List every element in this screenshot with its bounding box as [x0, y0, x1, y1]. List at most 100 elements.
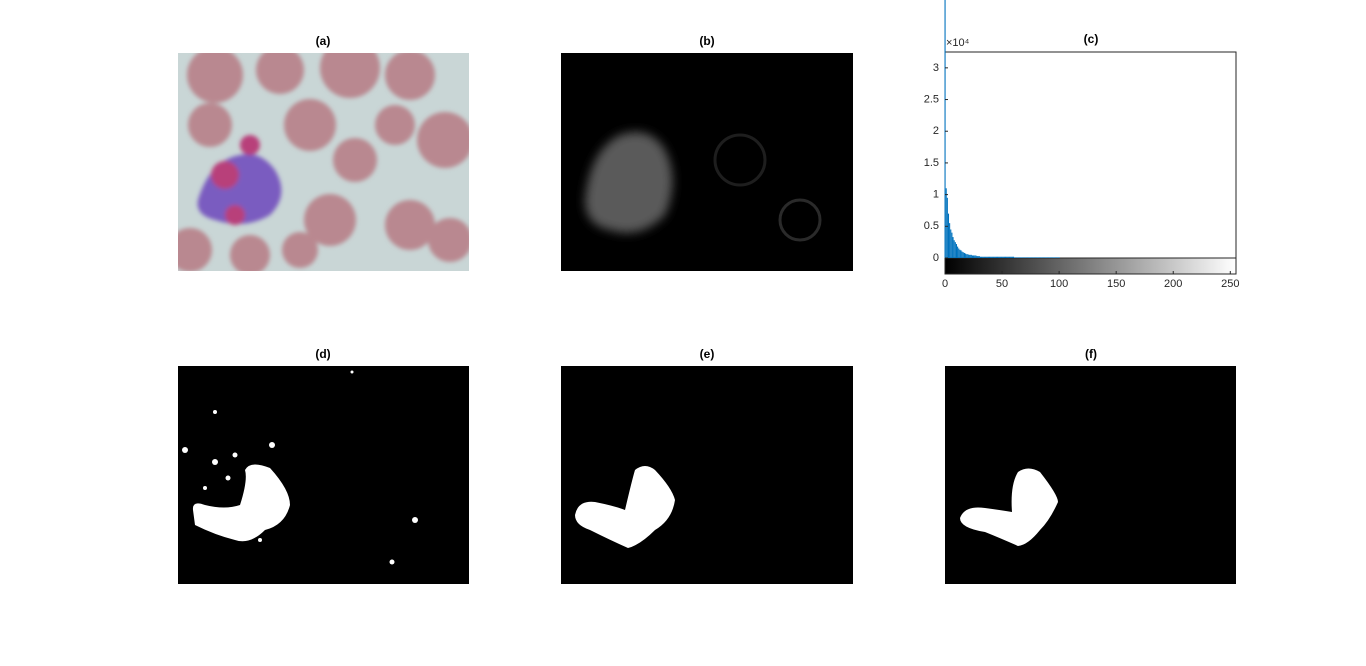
y-tick-label: 1.5: [924, 157, 939, 169]
bar: [981, 256, 983, 258]
bar: [998, 256, 1000, 258]
image-f: [945, 366, 1236, 584]
bar: [951, 232, 953, 258]
bar: [1054, 257, 1056, 258]
bar: [945, 188, 947, 258]
panel-title: (f): [1085, 347, 1097, 361]
bar: [999, 256, 1001, 258]
bar: [971, 255, 973, 258]
bar: [1046, 257, 1048, 258]
bar: [1044, 257, 1047, 258]
bar: [967, 254, 969, 258]
y-tick-label: 2.5: [924, 93, 939, 105]
bar: [1038, 257, 1040, 258]
bar: [969, 254, 971, 258]
bar: [1033, 257, 1035, 258]
bar: [1010, 256, 1012, 258]
bar: [1003, 256, 1005, 258]
bar: [1036, 257, 1039, 258]
bar: [955, 244, 958, 258]
bar: [1025, 257, 1027, 258]
bar: [968, 254, 970, 258]
y-multiplier: ×10⁴: [946, 37, 970, 49]
bar: [1042, 257, 1044, 258]
bar: [1049, 257, 1051, 258]
bar: [1040, 257, 1042, 258]
image-e: [561, 366, 853, 584]
image-d: [178, 366, 469, 584]
bar: [973, 255, 975, 258]
bar: [1026, 257, 1028, 258]
x-tick-label: 50: [996, 278, 1008, 290]
histogram: [944, 0, 1060, 259]
bar: [989, 256, 991, 258]
bar: [979, 256, 981, 258]
image-b: [561, 53, 853, 271]
bar: [1022, 257, 1024, 258]
bar: [1051, 257, 1053, 258]
bar: [996, 256, 999, 258]
bar: [986, 256, 988, 258]
bar: [965, 253, 967, 258]
bar: [961, 251, 963, 258]
bar: [1019, 257, 1021, 258]
bar: [990, 256, 992, 258]
chart-title: (c): [1084, 32, 1099, 46]
colorbar: [944, 257, 1237, 275]
bar: [984, 256, 986, 258]
bar: [1032, 257, 1034, 258]
bar: [977, 256, 979, 258]
bar: [1006, 256, 1008, 258]
bar: [1043, 257, 1045, 258]
bar: [1057, 257, 1059, 258]
bar: [1024, 257, 1026, 258]
bar: [957, 246, 959, 258]
bar: [1009, 256, 1011, 258]
bar: [983, 256, 985, 258]
bar: [1012, 256, 1015, 258]
bar: [982, 256, 984, 258]
bar: [1027, 257, 1029, 258]
bar: [974, 255, 976, 258]
bar: [976, 256, 978, 258]
y-tick-label: 0: [933, 252, 939, 264]
axes-box: [944, 51, 1237, 259]
bar: [978, 256, 980, 258]
image-a: [178, 53, 469, 271]
bar: [963, 252, 965, 258]
bar: [1047, 257, 1049, 258]
bar: [958, 248, 960, 258]
bar: [975, 255, 977, 258]
bar: [1056, 257, 1058, 258]
bar: [1023, 257, 1025, 258]
bar: [950, 229, 952, 258]
bar: [1001, 256, 1003, 258]
bar: [1018, 257, 1020, 258]
bar: [966, 254, 968, 258]
bar: [1004, 256, 1007, 258]
bar: [1011, 256, 1013, 258]
bar: [1020, 257, 1023, 258]
bar: [1015, 257, 1017, 258]
bar: [991, 256, 993, 258]
y-tick-label: 0.5: [924, 220, 939, 232]
bar: [993, 256, 995, 258]
bar: [995, 256, 997, 258]
panel-title: (e): [700, 347, 715, 361]
panel-title: (d): [315, 347, 330, 361]
bar: [954, 242, 956, 258]
x-tick-label: 250: [1221, 278, 1239, 290]
y-tick-label: 1: [933, 189, 939, 201]
bar: [960, 250, 962, 258]
bar: [985, 256, 987, 258]
bar: [1008, 256, 1010, 258]
bar: [1017, 257, 1019, 258]
bar: [992, 256, 994, 258]
bar: [1034, 257, 1036, 258]
bar: [1000, 256, 1002, 258]
bar: [1028, 257, 1031, 258]
bar: [1030, 257, 1032, 258]
bar: [946, 197, 948, 258]
bar: [1007, 256, 1009, 258]
